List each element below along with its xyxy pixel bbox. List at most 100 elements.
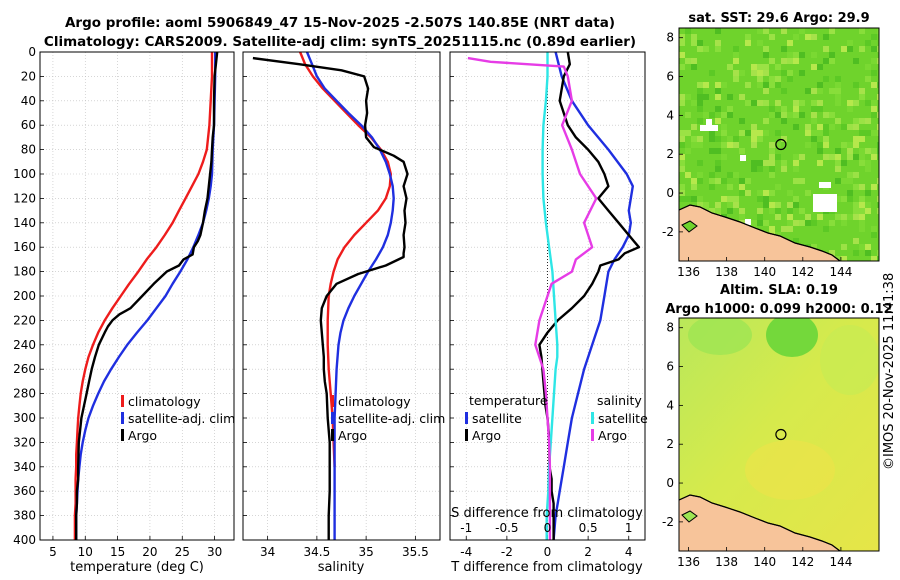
sst-cell	[829, 88, 835, 94]
sla-map-tick-labels: 136 138 140 142 144 8 6 4 2 0 -2	[662, 321, 852, 569]
sst-cell	[805, 214, 811, 220]
sst-cell	[823, 154, 829, 160]
sst-cell	[835, 196, 841, 202]
sst-cell	[739, 130, 745, 136]
figure-title-line1: Argo profile: aoml 5906849_47 15-Nov-202…	[65, 15, 615, 31]
sst-cell	[805, 88, 811, 94]
sst-cell	[793, 196, 799, 202]
sst-cell	[835, 76, 841, 82]
sst-cell	[739, 70, 745, 76]
depth-tick-label: 0	[28, 45, 36, 59]
sst-cell	[697, 136, 703, 142]
sst-cell	[793, 52, 799, 58]
sst-cell	[865, 76, 871, 82]
sst-cell	[715, 178, 721, 184]
sst-cell	[697, 94, 703, 100]
sst-cell	[823, 76, 829, 82]
sst-cell	[853, 124, 859, 130]
sst-cell	[841, 160, 847, 166]
map-lat-label: 8	[666, 321, 674, 335]
depth-tick-label: 100	[13, 167, 36, 181]
sst-cell	[739, 160, 745, 166]
series-line-satellite-adj-clim	[305, 52, 395, 540]
depth-tick-label: 80	[21, 143, 36, 157]
sst-cell	[853, 208, 859, 214]
sst-cell	[703, 94, 709, 100]
sst-cell	[877, 166, 879, 172]
sst-cell	[697, 172, 703, 178]
x2-tick-label: 0	[544, 521, 552, 535]
sst-cell	[709, 172, 715, 178]
sst-cell	[793, 34, 799, 40]
sst-cell	[835, 82, 841, 88]
series-line-climatology	[298, 52, 392, 467]
sst-cell	[841, 46, 847, 52]
sst-cell	[733, 58, 739, 64]
sst-cell	[859, 58, 865, 64]
sst-cell	[871, 34, 877, 40]
sst-cell	[769, 208, 775, 214]
sst-cell	[751, 142, 757, 148]
sst-cell	[847, 40, 853, 46]
legend-swatch-satellite	[331, 412, 334, 424]
sst-cell	[811, 70, 817, 76]
sst-cell	[709, 178, 715, 184]
sst-cell	[679, 166, 685, 172]
sst-cell	[847, 178, 853, 184]
sst-cell	[811, 64, 817, 70]
x-tick-label: 15	[110, 545, 125, 559]
difference-grid	[450, 51, 645, 541]
sst-cell	[793, 160, 799, 166]
sst-cell	[829, 172, 835, 178]
sst-cell	[751, 130, 757, 136]
sst-cell	[871, 58, 877, 64]
map-lat-label: 8	[666, 31, 674, 45]
depth-tick-label: 60	[21, 118, 36, 132]
sst-cell	[853, 82, 859, 88]
depth-tick-label: 220	[13, 313, 36, 327]
sst-cell	[697, 100, 703, 106]
sst-cell	[871, 82, 877, 88]
sst-cell	[865, 64, 871, 70]
sst-cell	[697, 52, 703, 58]
sst-cell	[775, 112, 781, 118]
sst-cell	[871, 232, 877, 238]
sst-cell	[733, 142, 739, 148]
sst-cell	[859, 160, 865, 166]
sst-cell	[733, 172, 739, 178]
x-tick-label: 5	[49, 545, 57, 559]
sst-cell	[787, 40, 793, 46]
sst-cell	[775, 202, 781, 208]
sst-cell	[769, 148, 775, 154]
sst-cell	[757, 190, 763, 196]
sst-cell	[715, 46, 721, 52]
sst-cell	[829, 220, 835, 226]
sst-cell	[763, 88, 769, 94]
sst-cell	[751, 220, 757, 226]
sst-cell	[871, 64, 877, 70]
sst-missing-cell	[700, 125, 718, 131]
sst-cell	[757, 70, 763, 76]
sst-cell	[859, 130, 865, 136]
sst-cell	[853, 214, 859, 220]
sst-cell	[847, 142, 853, 148]
sst-cell	[859, 220, 865, 226]
sst-cell	[769, 154, 775, 160]
sst-cell	[769, 58, 775, 64]
sst-cell	[793, 226, 799, 232]
sst-cell	[865, 112, 871, 118]
t-difference-tick-labels: -4 -2 0 2 4	[460, 545, 632, 559]
sst-cell	[853, 250, 859, 256]
sst-cell	[853, 136, 859, 142]
sst-map-island	[681, 220, 698, 233]
sst-cell	[727, 142, 733, 148]
sst-cell	[787, 76, 793, 82]
copyright-watermark: ©IMOS 20-Nov-2025 11:41:38	[882, 273, 897, 470]
legend-label-argo: Argo	[338, 428, 367, 443]
sst-cell	[715, 166, 721, 172]
sst-cell	[691, 196, 697, 202]
sst-cell	[811, 106, 817, 112]
sst-cell	[787, 130, 793, 136]
sst-cell	[679, 154, 685, 160]
